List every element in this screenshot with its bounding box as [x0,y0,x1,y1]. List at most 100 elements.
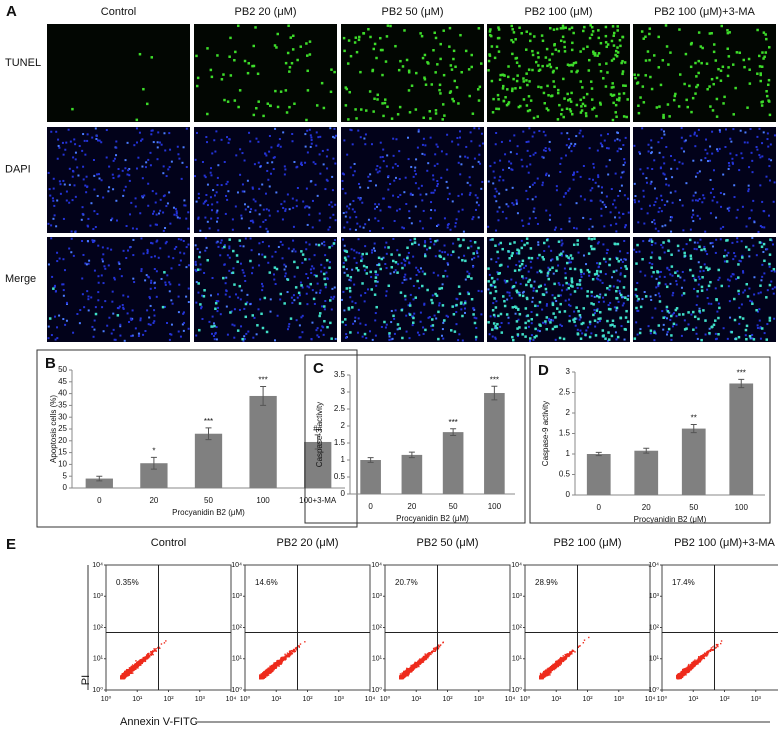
nucleus [433,314,436,317]
nucleus [673,159,676,162]
event [288,655,291,658]
nucleus [641,127,644,130]
nucleus [93,269,96,272]
nucleus [609,224,612,227]
nucleus [47,325,50,328]
nucleus [477,289,480,292]
nucleus [104,300,107,303]
nucleus [347,255,350,258]
nucleus [200,305,203,308]
event [135,663,138,666]
nucleus [64,148,67,151]
nucleus [601,144,604,147]
apoptotic-nucleus [587,69,591,72]
apoptotic-nucleus [501,247,504,251]
nucleus [578,132,581,135]
apoptotic-nucleus [530,318,534,321]
nucleus [162,229,165,232]
nucleus [437,274,440,277]
apoptotic-nucleus [718,306,721,310]
apoptotic-nucleus [674,92,677,96]
nucleus [589,323,592,326]
apoptotic-nucleus [650,240,654,243]
nucleus [164,226,167,229]
nucleus [452,242,455,245]
apoptotic-nucleus [440,286,444,290]
apoptotic-nucleus [407,89,411,92]
apoptotic-nucleus [563,97,566,100]
nucleus [294,250,297,253]
nucleus [698,278,701,281]
nucleus [150,241,153,244]
event [137,664,140,667]
micrograph [194,127,337,233]
nucleus [683,279,686,282]
nucleus [179,259,182,262]
nucleus [648,261,651,264]
event [123,674,125,677]
nucleus [650,151,653,154]
nucleus [521,219,524,222]
apoptotic-nucleus [567,98,570,102]
nucleus [445,153,448,156]
nucleus [570,142,573,145]
nucleus [258,264,261,267]
apoptotic-nucleus [498,264,502,267]
apoptotic-nucleus [608,284,612,288]
nucleus [772,292,775,295]
apoptotic-nucleus [635,262,638,265]
nucleus [81,293,84,296]
nucleus [149,224,152,227]
apoptotic-nucleus [560,108,564,111]
nucleus [566,132,569,135]
apoptotic-nucleus [709,105,712,108]
nucleus [468,193,471,196]
apoptotic-nucleus [308,40,312,43]
nucleus [683,150,686,153]
event [137,661,139,664]
event [296,649,298,651]
apoptotic-nucleus [658,300,662,303]
apoptotic-nucleus [595,114,598,118]
nucleus [424,253,427,256]
nucleus [213,338,216,341]
apoptotic-nucleus [275,267,279,271]
apoptotic-nucleus [523,243,526,247]
nucleus [409,293,412,296]
apoptotic-nucleus [692,310,695,314]
event [140,664,142,666]
apoptotic-nucleus [709,280,712,284]
nucleus [719,227,722,230]
apoptotic-nucleus [604,41,608,44]
nucleus [385,165,388,168]
nucleus [579,316,582,319]
nucleus [654,332,657,335]
apoptotic-nucleus [223,245,226,249]
event [282,658,285,660]
nucleus [623,158,626,161]
nucleus [349,216,352,219]
nucleus [762,209,765,212]
nucleus [311,226,314,229]
apoptotic-nucleus [764,33,767,36]
nucleus [475,317,478,320]
apoptotic-nucleus [570,112,574,116]
nucleus [310,338,313,341]
nucleus [162,172,165,175]
apoptotic-nucleus [498,271,502,275]
apoptotic-nucleus [196,268,200,271]
apoptotic-nucleus [765,94,769,98]
nucleus [589,189,592,192]
nucleus [650,238,653,241]
nucleus [58,314,61,317]
apoptotic-nucleus [464,259,467,263]
apoptotic-nucleus [349,331,352,334]
nucleus [365,337,368,340]
apoptotic-nucleus [759,79,762,83]
apoptotic-nucleus [401,336,404,340]
nucleus [547,266,550,269]
nucleus [213,322,216,325]
nucleus [747,184,750,187]
apoptotic-nucleus [616,242,620,246]
nucleus [454,222,457,225]
